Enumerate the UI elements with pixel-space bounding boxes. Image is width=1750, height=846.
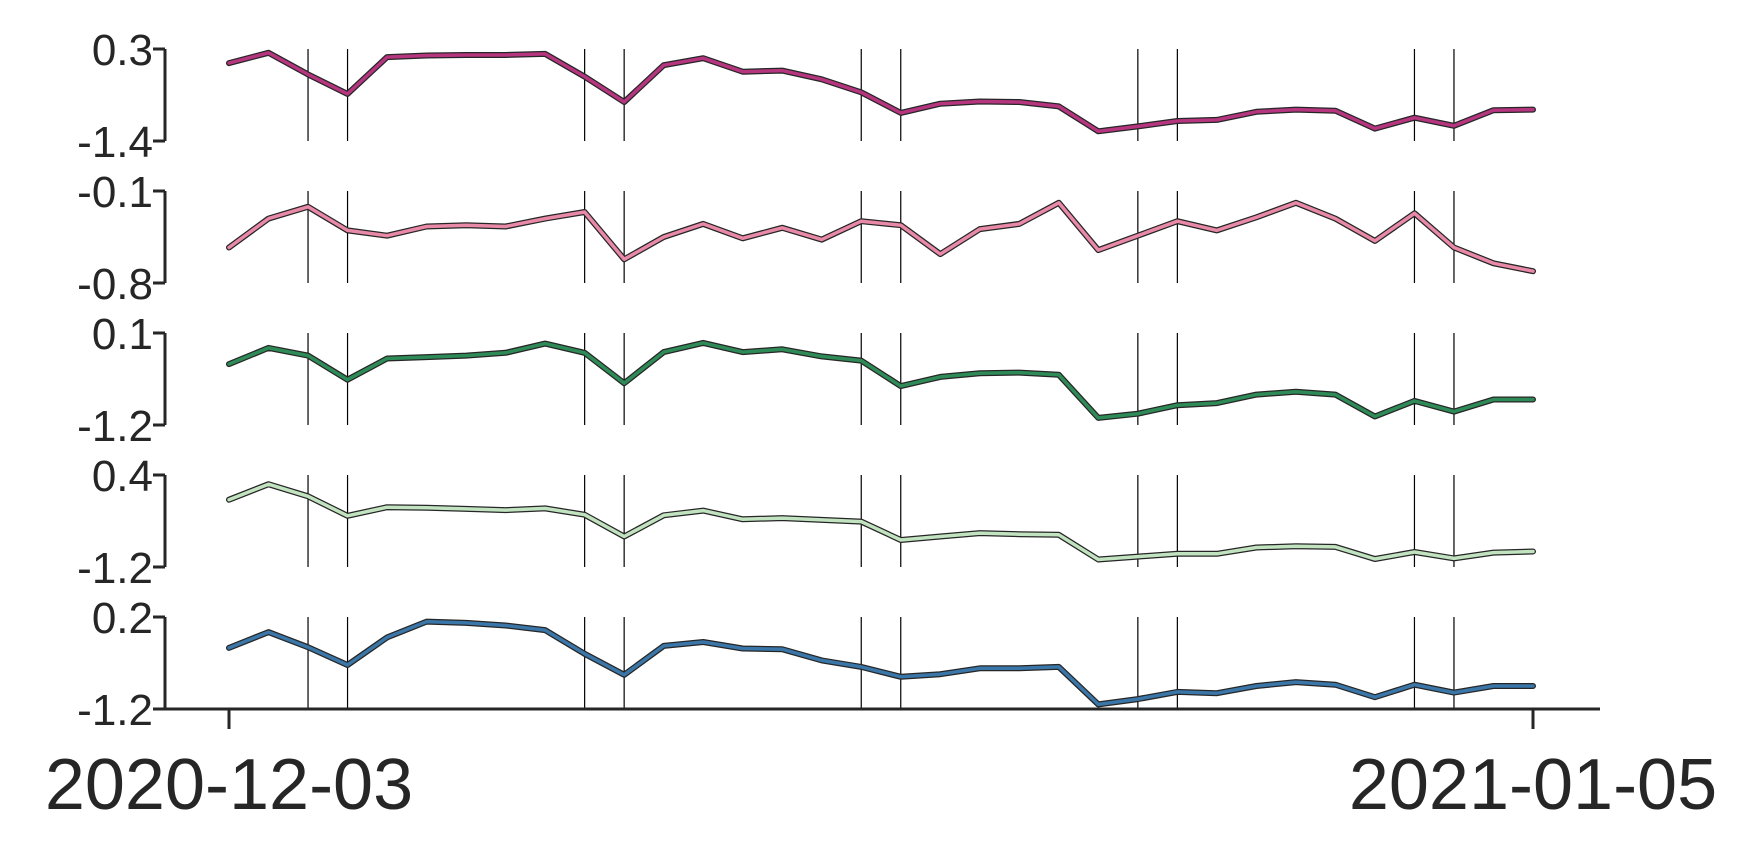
panel-3: 0.1 -1.2 [77,310,1536,451]
series-line [227,51,1535,134]
x-tick-label: 2021-01-05 [1349,745,1717,825]
weekend-markers [307,49,1455,709]
y-tick-label-bottom: -1.2 [77,402,153,451]
y-tick-label-top: 0.4 [92,452,153,501]
y-tick-label-bottom: -1.2 [77,686,153,735]
panel-5: 0.2 -1.2 [77,594,1536,735]
series-line [227,619,1535,707]
x-tick-label: 2020-12-03 [45,745,413,825]
series-line-outline [226,618,1536,708]
series-line-outline [226,199,1536,275]
panel-2: -0.1 -0.8 [77,168,1536,309]
y-tick-label-top: 0.3 [92,26,153,75]
x-axis: 2020-12-03 2021-01-05 [45,707,1717,825]
y-tick-label-bottom: -0.8 [77,260,153,309]
series-line [227,482,1535,562]
series-line [227,341,1535,420]
chart-panels: 0.3-1.4-0.1-0.80.1-1.20.4-1.20.2-1.2 [77,26,1536,735]
y-tick-label-top: 0.2 [92,594,153,643]
y-tick-label-bottom: -1.4 [77,118,153,167]
y-tick-label-bottom: -1.2 [77,544,153,593]
series-line-outline [226,49,1536,135]
y-tick-label-top: -0.1 [77,168,153,217]
panel-4: 0.4 -1.2 [77,452,1536,593]
panel-1: 0.3 -1.4 [77,26,1536,167]
y-tick-label-top: 0.1 [92,310,153,359]
series-line [227,201,1535,273]
series-line-outline [226,339,1536,421]
